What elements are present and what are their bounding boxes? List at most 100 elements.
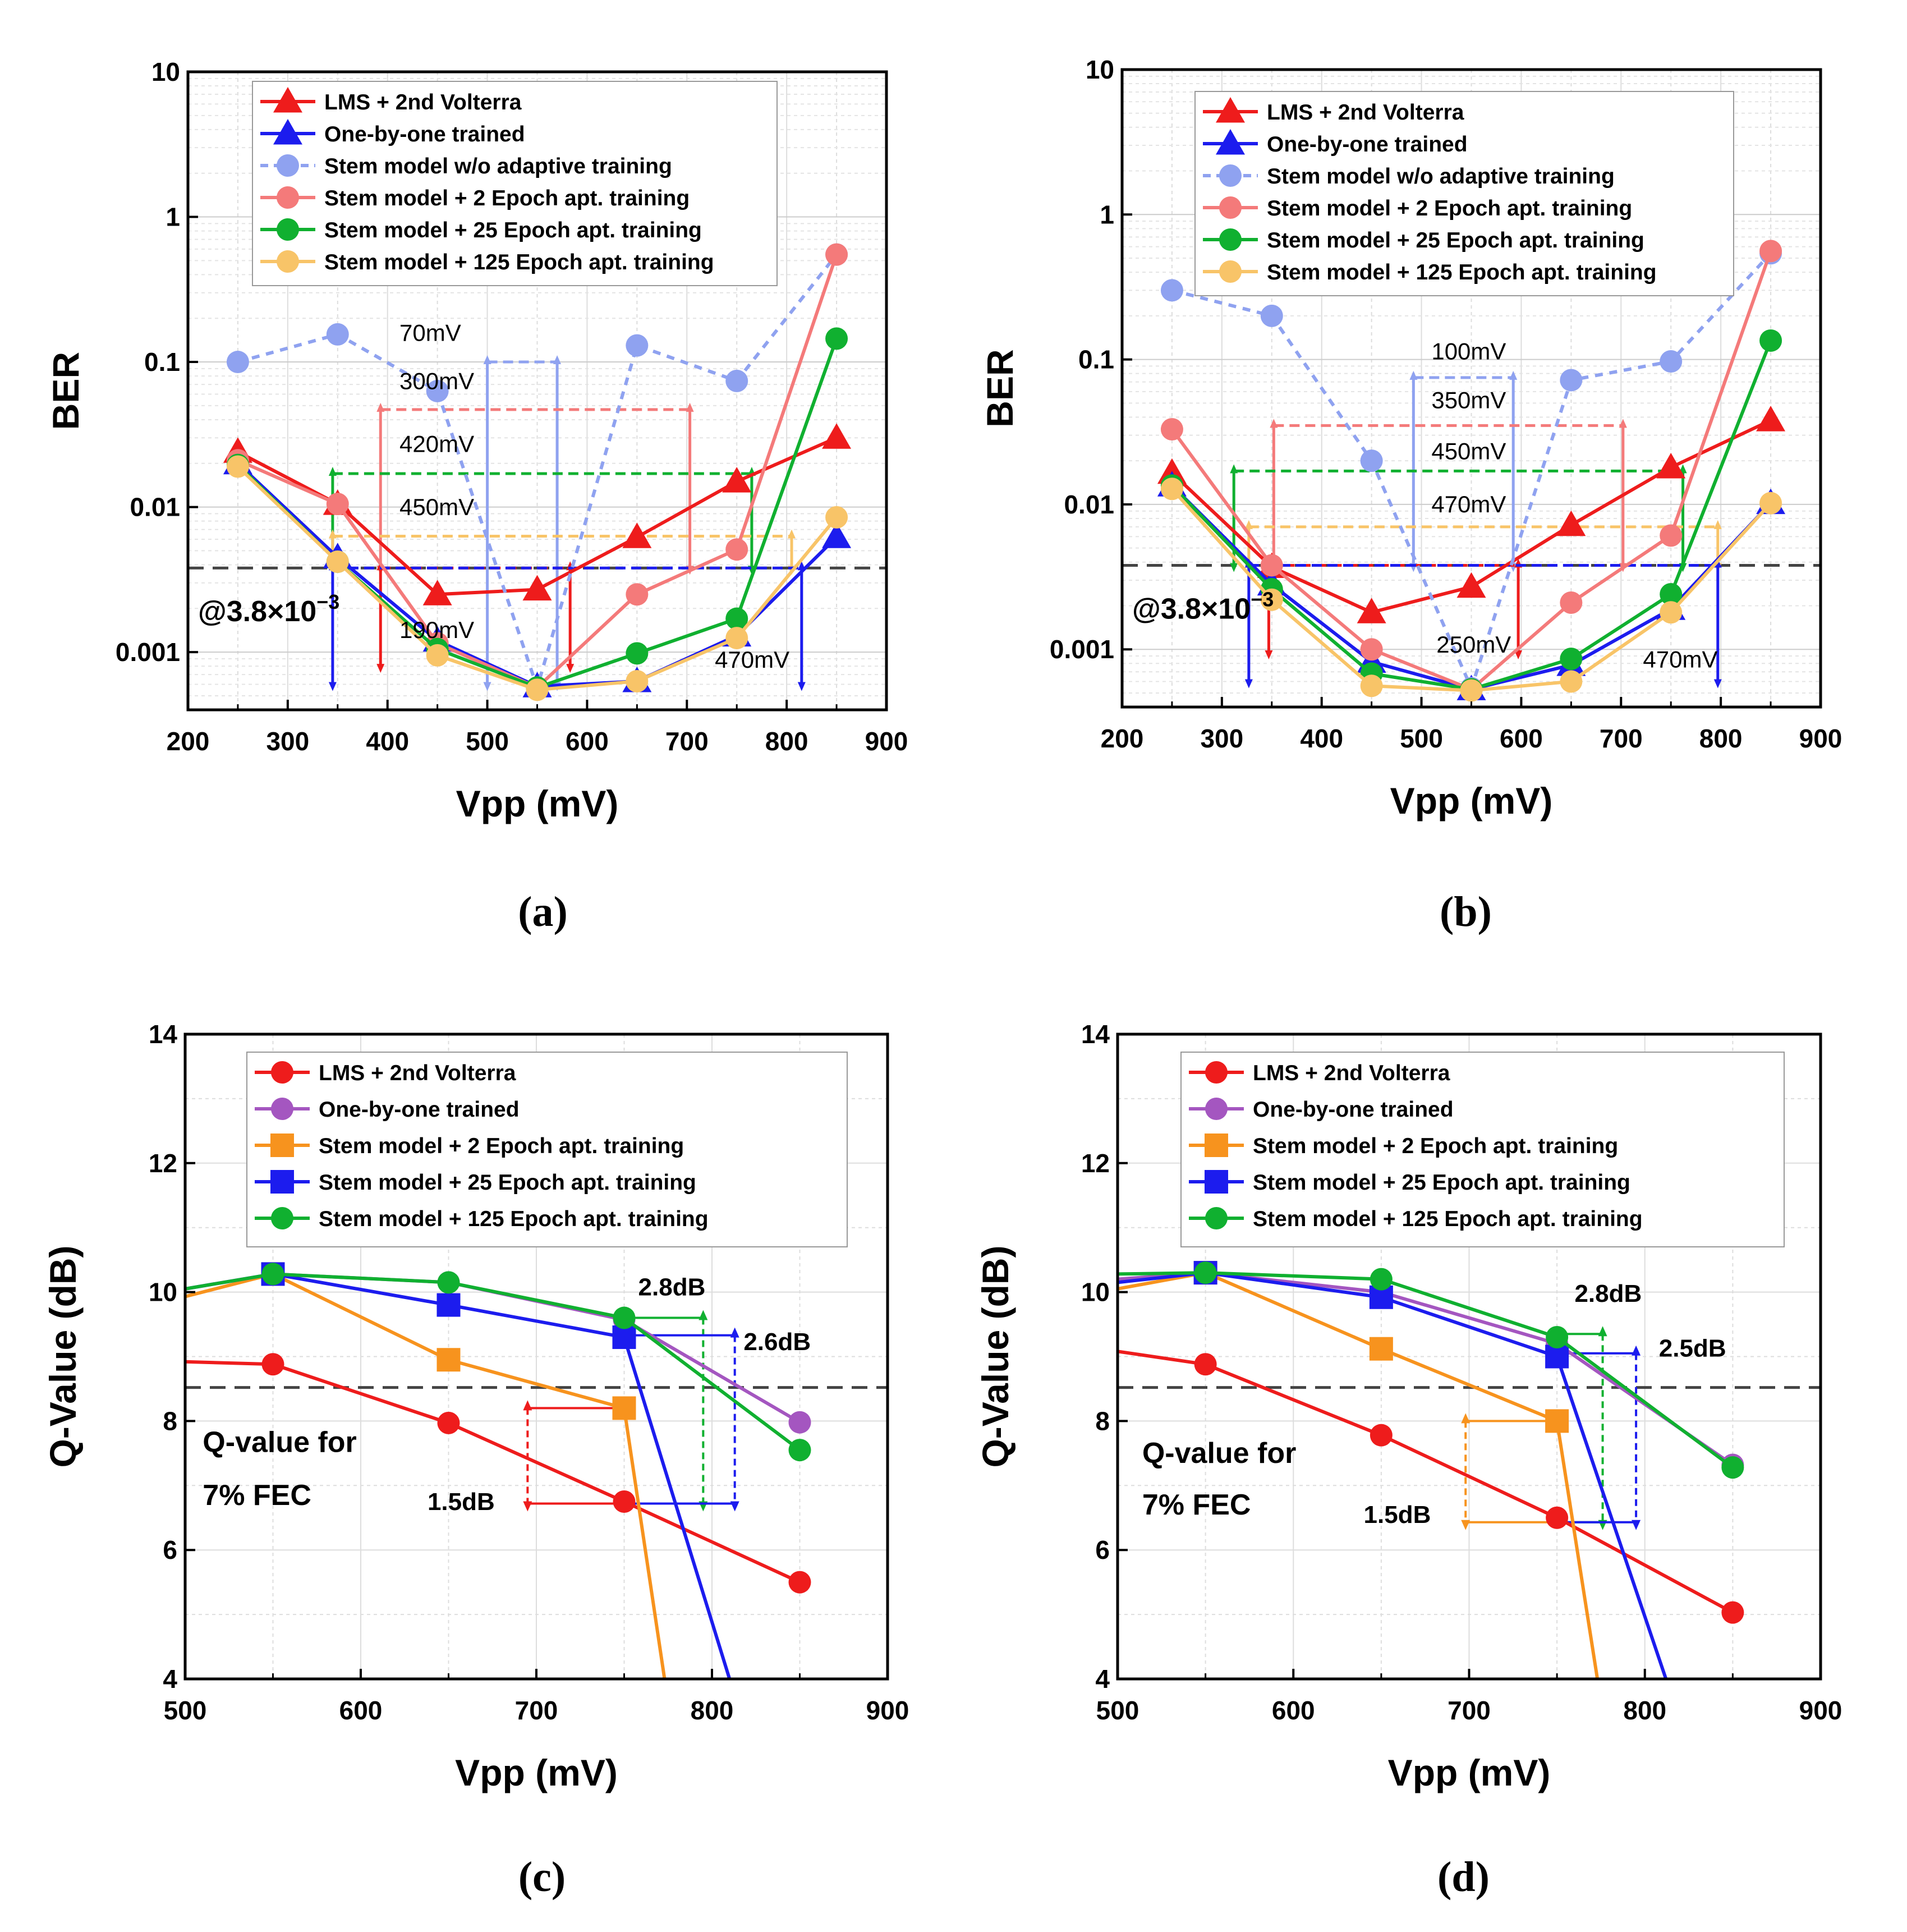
y-tick-label: 10 (1081, 1278, 1110, 1307)
x-tick-label: 900 (866, 1696, 909, 1725)
y-tick-label: 14 (149, 1020, 178, 1049)
annotation-label: 450mV (399, 494, 474, 520)
y-tick-label: 0.01 (130, 493, 180, 522)
data-point (1759, 240, 1782, 263)
annotation-label: 2.5dB (1659, 1335, 1726, 1362)
data-point (825, 243, 848, 266)
x-tick-label: 500 (1096, 1696, 1139, 1725)
brackets (328, 355, 806, 691)
y-tick-label: 1 (166, 203, 180, 232)
data-point (522, 575, 552, 601)
data-point (1759, 329, 1782, 352)
bracket-arrow (1514, 650, 1523, 659)
data-point (226, 351, 249, 374)
x-tick-label: 200 (167, 727, 210, 756)
data-point (226, 455, 249, 478)
annotation-label: 470mV (715, 646, 789, 673)
annotation-label: 2.8dB (638, 1273, 706, 1301)
legend: LMS + 2nd Volterra One-by-one trained Stem… (252, 81, 778, 286)
legend-entry: Stem model + 25 Epoch apt. training (319, 1171, 696, 1195)
bracket-arrow (523, 1400, 532, 1411)
threshold-label-base: @3.8×10 (1132, 593, 1251, 625)
data-point (612, 1396, 636, 1420)
legend-swatch-marker (270, 1170, 294, 1194)
data-point (788, 1439, 811, 1462)
x-tick-label: 900 (865, 727, 908, 756)
bracket-arrow (376, 664, 385, 673)
data-point (822, 522, 852, 548)
bracket-arrow (328, 529, 337, 539)
annotation-label: 250mV (1436, 631, 1511, 658)
y-tick-label: 0.01 (1064, 490, 1114, 519)
legend-entry: One-by-one trained (1267, 132, 1468, 157)
panel-label: (b) (1440, 888, 1492, 935)
x-tick-label: 300 (266, 727, 309, 756)
data-point (722, 467, 752, 493)
data-point (1369, 1337, 1393, 1361)
legend-entry: Stem model + 125 Epoch apt. training (319, 1207, 709, 1231)
data-point (1560, 648, 1583, 671)
bracket-arrow (699, 1310, 708, 1320)
series-line-1 (1118, 1350, 1734, 1614)
legend-swatch-marker (277, 218, 299, 241)
chart-panel-c: 500 600 700 800 900 4 6 8 10 12 14 Vpp (mV) Q-Value … (42, 1020, 909, 1901)
data-point (437, 1271, 460, 1294)
x-axis-title: Vpp (mV) (455, 1752, 618, 1793)
y-tick-label: 1 (1100, 200, 1114, 229)
bracket-arrow (1461, 1520, 1471, 1530)
data-point (1656, 452, 1686, 479)
annotation-label: 1.5dB (428, 1488, 495, 1516)
y-tick-label: 12 (1081, 1149, 1110, 1178)
x-tick-label: 900 (1799, 724, 1842, 753)
bracket-arrow (1598, 1326, 1607, 1337)
x-tick-label: 400 (366, 727, 409, 756)
annotation-label: 1.5dB (1364, 1501, 1431, 1529)
x-tick-label: 700 (665, 727, 709, 756)
data-point (326, 550, 349, 573)
data-point (1360, 449, 1383, 472)
panel-label: (a) (518, 888, 568, 935)
q-note-line-2: 7% FEC (1142, 1489, 1251, 1521)
bracket-arrow (566, 664, 575, 673)
data-point (1546, 1326, 1569, 1349)
bracket-arrow (1244, 679, 1253, 689)
data-point (1556, 510, 1586, 536)
bracket-arrow (553, 355, 562, 365)
data-point (437, 1411, 460, 1434)
x-axis-title: Vpp (mV) (1388, 1752, 1551, 1793)
legend-swatch-marker (1216, 129, 1245, 155)
bracket-arrow (1713, 520, 1722, 529)
bracket-arrow (788, 529, 796, 539)
data-point (626, 583, 649, 606)
data-point (788, 1571, 811, 1594)
annotation-label: 420mV (399, 430, 474, 457)
legend-swatch-marker (273, 87, 302, 113)
data-point (1560, 369, 1583, 392)
data-point (1160, 417, 1183, 440)
bracket-arrow (1230, 464, 1238, 474)
data-point (1546, 1506, 1569, 1529)
series-group (1118, 1261, 1744, 1679)
bracket-arrow (1713, 679, 1722, 689)
legend-swatch-marker (277, 186, 299, 209)
data-point (426, 379, 449, 402)
y-tick-label: 4 (163, 1664, 177, 1694)
legend-entry: Stem model + 2 Epoch apt. training (319, 1134, 684, 1158)
legend-swatch-marker (277, 250, 299, 273)
data-point (1260, 588, 1283, 611)
data-point (426, 644, 449, 667)
legend: LMS + 2nd Volterra One-by-one trained Stem… (1194, 91, 1734, 296)
bracket-arrow (1619, 419, 1627, 428)
legend-entry: LMS + 2nd Volterra (319, 1061, 516, 1085)
threshold-label: @3.8×10−3 (198, 590, 339, 628)
y-tick-label: 6 (163, 1535, 177, 1564)
legend-entry: LMS + 2nd Volterra (1267, 100, 1464, 125)
data-point (1160, 279, 1183, 302)
legend-box (252, 81, 778, 286)
legend: LMS + 2nd Volterra One-by-one trained Stem… (246, 1052, 848, 1247)
data-point (436, 1348, 461, 1372)
y-tick-label: 0.1 (144, 347, 180, 377)
data-point (422, 580, 452, 605)
chart-panel-d: 500 600 700 800 900 4 6 8 10 12 14 Vpp (mV) Q-Value … (975, 1020, 1842, 1901)
x-tick-label: 400 (1300, 724, 1343, 753)
